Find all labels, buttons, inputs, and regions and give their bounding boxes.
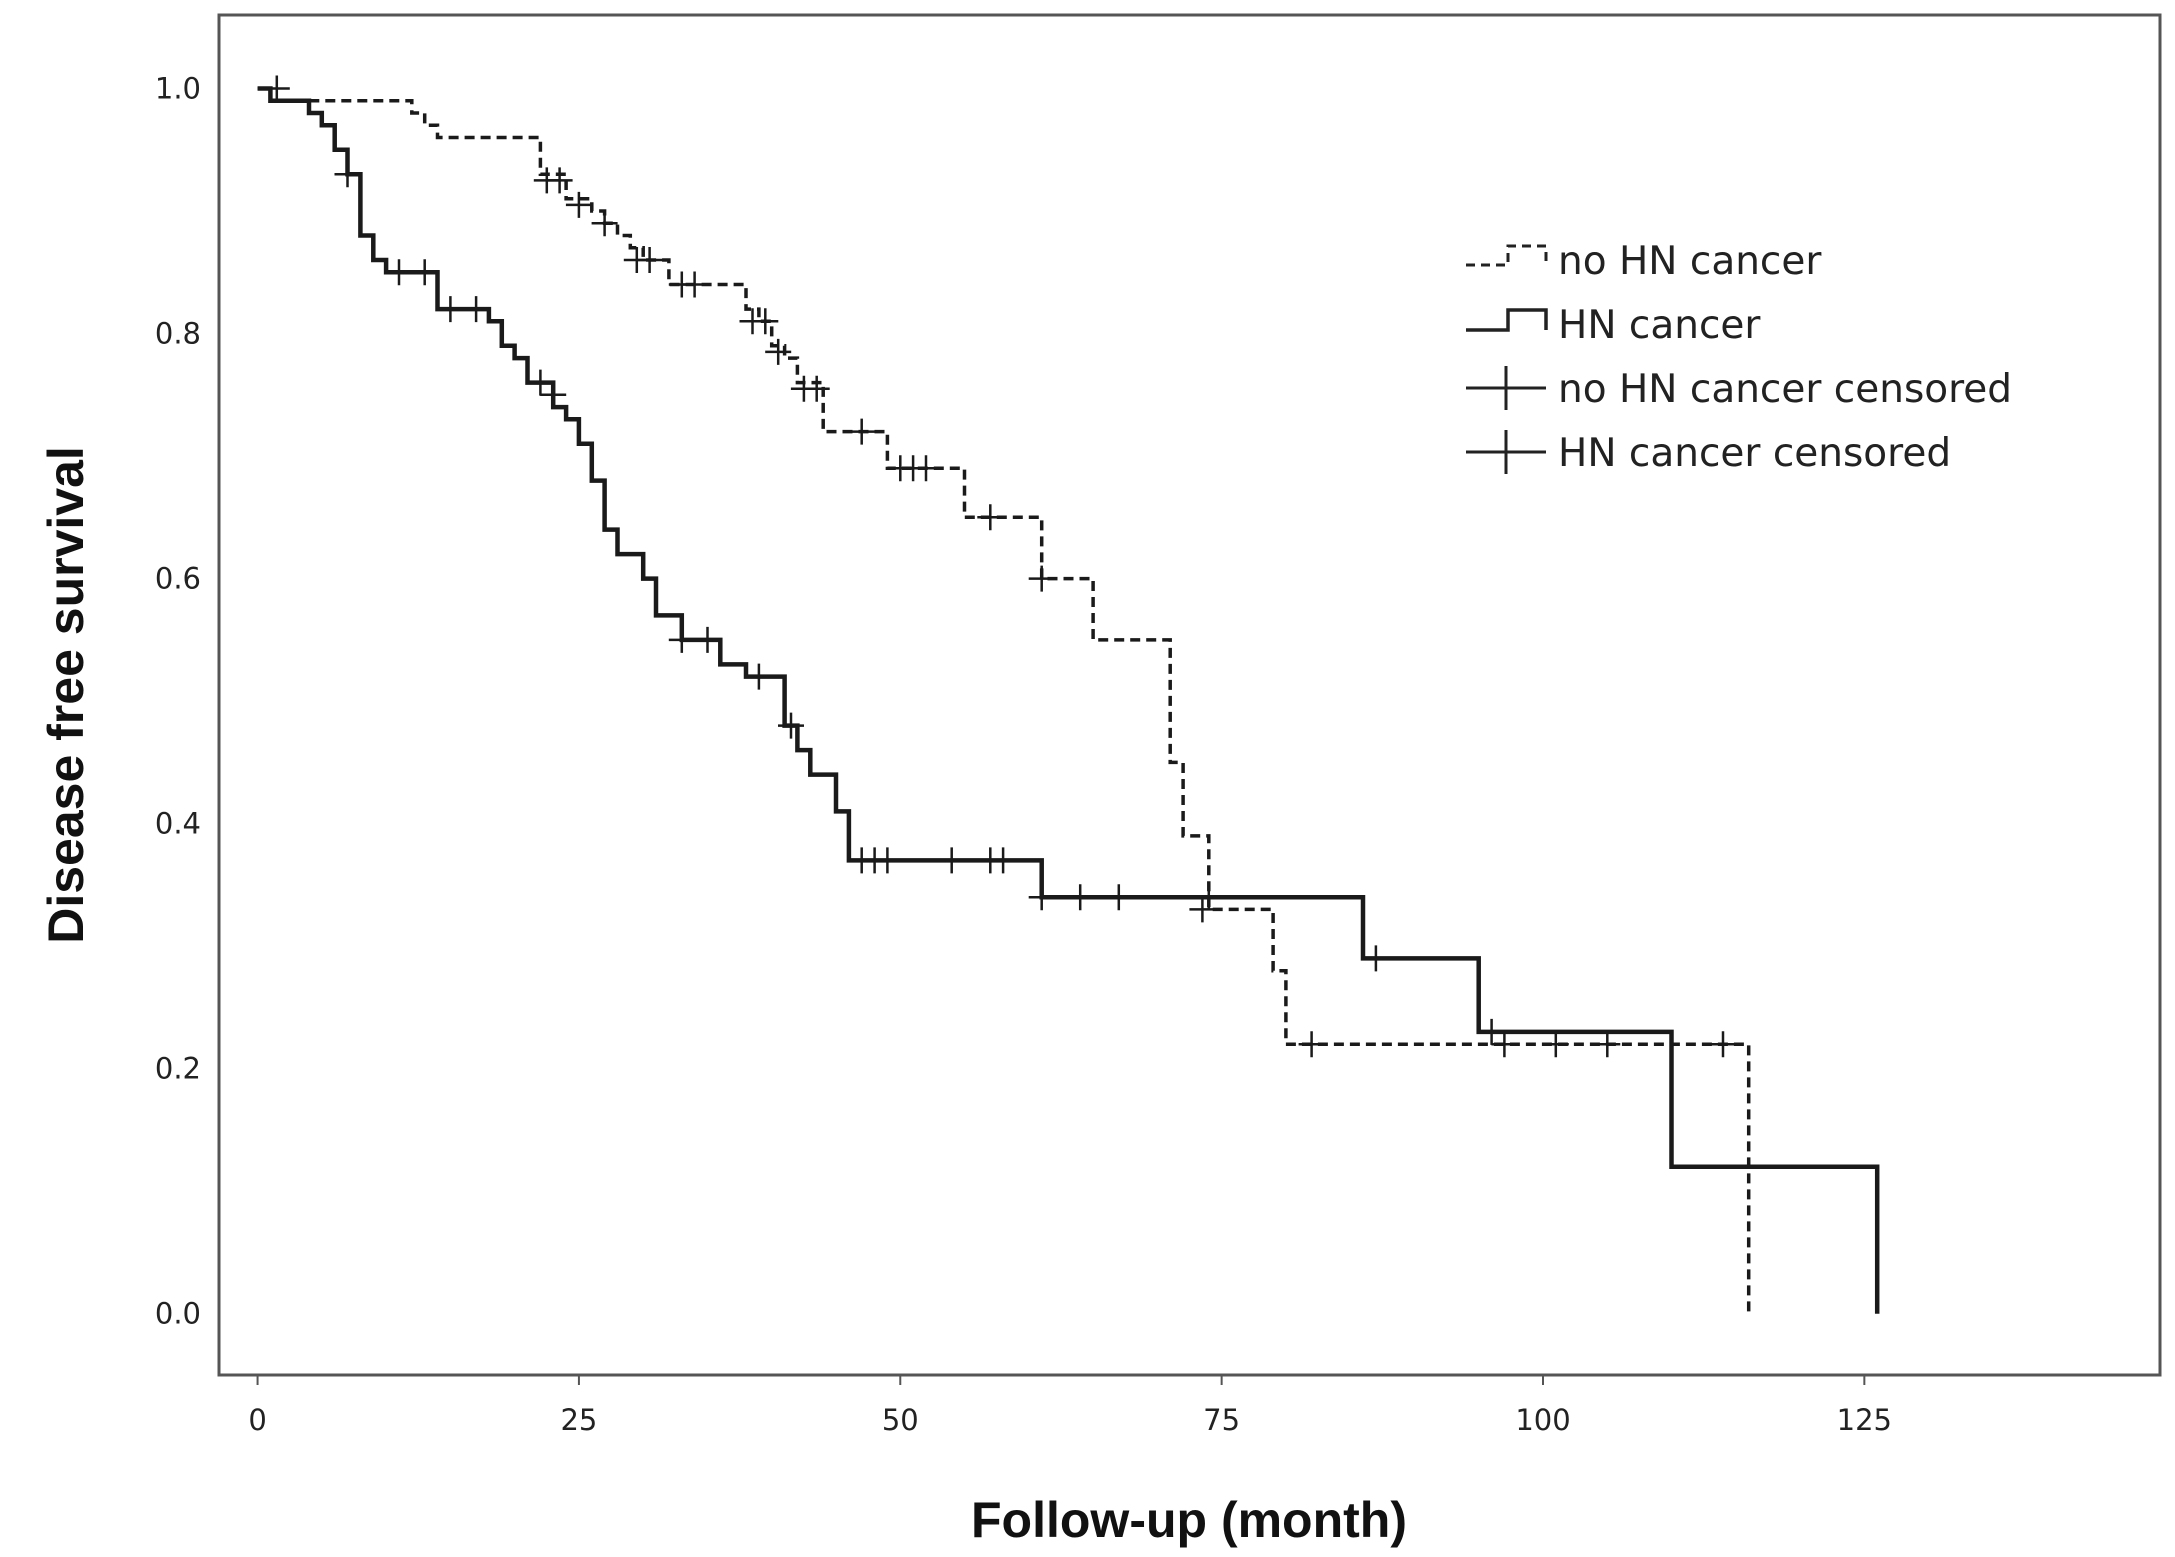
legend-item-hn-cancer: HN cancer xyxy=(1466,303,1761,348)
legend-symbol-no-hn-cancer-censored xyxy=(1466,366,1546,410)
plot-frame xyxy=(217,13,2162,1377)
censor-mark-no-hn-cancer xyxy=(803,375,830,402)
x-tick-label: 0 xyxy=(248,1403,266,1437)
censor-mark-hn-cancer xyxy=(990,847,1017,874)
x-axis-ticks: 0 25 50 75 100 125 xyxy=(248,1375,1892,1437)
censor-mark-no-hn-cancer xyxy=(636,247,663,273)
legend-item-hn-cancer-censored: HN cancer censored xyxy=(1466,430,1951,476)
legend-symbol-no-hn-cancer xyxy=(1466,244,1548,267)
censor-mark-hn-cancer xyxy=(1028,884,1055,911)
legend-label-hn-cancer-censored: HN cancer censored xyxy=(1558,431,1951,476)
legend-symbol-hn-cancer xyxy=(1466,308,1548,332)
censor-mark-hn-cancer xyxy=(334,161,361,188)
censor-mark-no-hn-cancer xyxy=(591,210,618,237)
censor-mark-hn-cancer xyxy=(540,381,567,408)
legend-label-hn-cancer: HN cancer xyxy=(1558,303,1761,348)
censor-mark-no-hn-cancer xyxy=(848,418,875,445)
censor-mark-no-hn-cancer xyxy=(681,271,708,298)
censor-mark-hn-cancer xyxy=(745,663,772,690)
x-tick-label: 75 xyxy=(1203,1403,1240,1437)
x-tick-label: 100 xyxy=(1515,1403,1570,1437)
censor-mark-no-hn-cancer xyxy=(1189,896,1216,923)
y-tick-label: 1.0 xyxy=(155,72,201,106)
censor-mark-no-hn-cancer xyxy=(752,308,779,335)
legend-item-no-hn-cancer-censored: no HN cancer censored xyxy=(1466,366,2012,412)
censor-mark-no-hn-cancer xyxy=(913,455,939,482)
censor-marks xyxy=(263,75,1736,1058)
censor-mark-no-hn-cancer xyxy=(1542,1031,1569,1058)
censor-mark-hn-cancer xyxy=(411,259,438,286)
censor-mark-hn-cancer xyxy=(778,712,804,739)
censor-mark-no-hn-cancer xyxy=(1594,1031,1621,1058)
x-tick-label: 125 xyxy=(1837,1403,1892,1437)
censor-mark-no-hn-cancer xyxy=(977,504,1004,531)
series-line-no-hn-cancer xyxy=(257,86,1751,1314)
censor-mark-hn-cancer xyxy=(1195,884,1222,911)
x-tick-label: 25 xyxy=(560,1403,597,1437)
censor-mark-hn-cancer xyxy=(437,296,464,323)
censor-mark-no-hn-cancer xyxy=(263,75,290,102)
censor-mark-hn-cancer xyxy=(1105,884,1132,911)
censor-mark-hn-cancer xyxy=(527,369,554,396)
censor-mark-hn-cancer xyxy=(1067,884,1094,911)
censor-mark-no-hn-cancer xyxy=(546,167,573,194)
censor-mark-hn-cancer xyxy=(694,626,721,653)
y-axis-ticks: 0.0 0.2 0.4 0.6 0.8 1.0 xyxy=(155,72,201,1331)
legend-label-no-hn-cancer-censored: no HN cancer censored xyxy=(1558,367,2012,412)
censor-mark-no-hn-cancer xyxy=(765,338,792,365)
censor-mark-hn-cancer xyxy=(1362,945,1389,972)
censor-mark-hn-cancer xyxy=(668,626,695,653)
y-tick-label: 0.8 xyxy=(155,317,201,351)
y-axis-title: Disease free survival xyxy=(38,446,94,944)
censor-mark-no-hn-cancer xyxy=(565,191,592,218)
legend-symbol-hn-cancer-censored xyxy=(1466,430,1546,474)
censor-mark-no-hn-cancer xyxy=(1710,1031,1736,1058)
censor-mark-no-hn-cancer xyxy=(1028,565,1055,592)
y-tick-label: 0.2 xyxy=(155,1052,201,1086)
censor-mark-hn-cancer xyxy=(874,847,901,874)
survival-curves xyxy=(257,86,1880,1314)
censor-mark-no-hn-cancer xyxy=(1491,1031,1518,1058)
y-tick-label: 0.6 xyxy=(155,562,201,596)
censor-mark-hn-cancer xyxy=(386,259,412,286)
legend-label-no-hn-cancer: no HN cancer xyxy=(1558,239,1822,284)
censor-mark-hn-cancer xyxy=(938,847,965,874)
y-tick-label: 0.0 xyxy=(155,1297,201,1331)
legend: no HN cancer HN cancer no HN cancer cens… xyxy=(1466,239,2012,476)
x-axis-title: Follow-up (month) xyxy=(971,1492,1407,1548)
y-tick-label: 0.4 xyxy=(155,807,201,841)
legend-item-no-hn-cancer: no HN cancer xyxy=(1466,239,1822,284)
x-tick-label: 50 xyxy=(882,1403,919,1437)
censor-mark-no-hn-cancer xyxy=(1298,1031,1325,1058)
censor-mark-hn-cancer xyxy=(1478,1018,1505,1045)
censor-mark-hn-cancer xyxy=(463,296,490,323)
series-line-hn-cancer xyxy=(257,86,1880,1314)
